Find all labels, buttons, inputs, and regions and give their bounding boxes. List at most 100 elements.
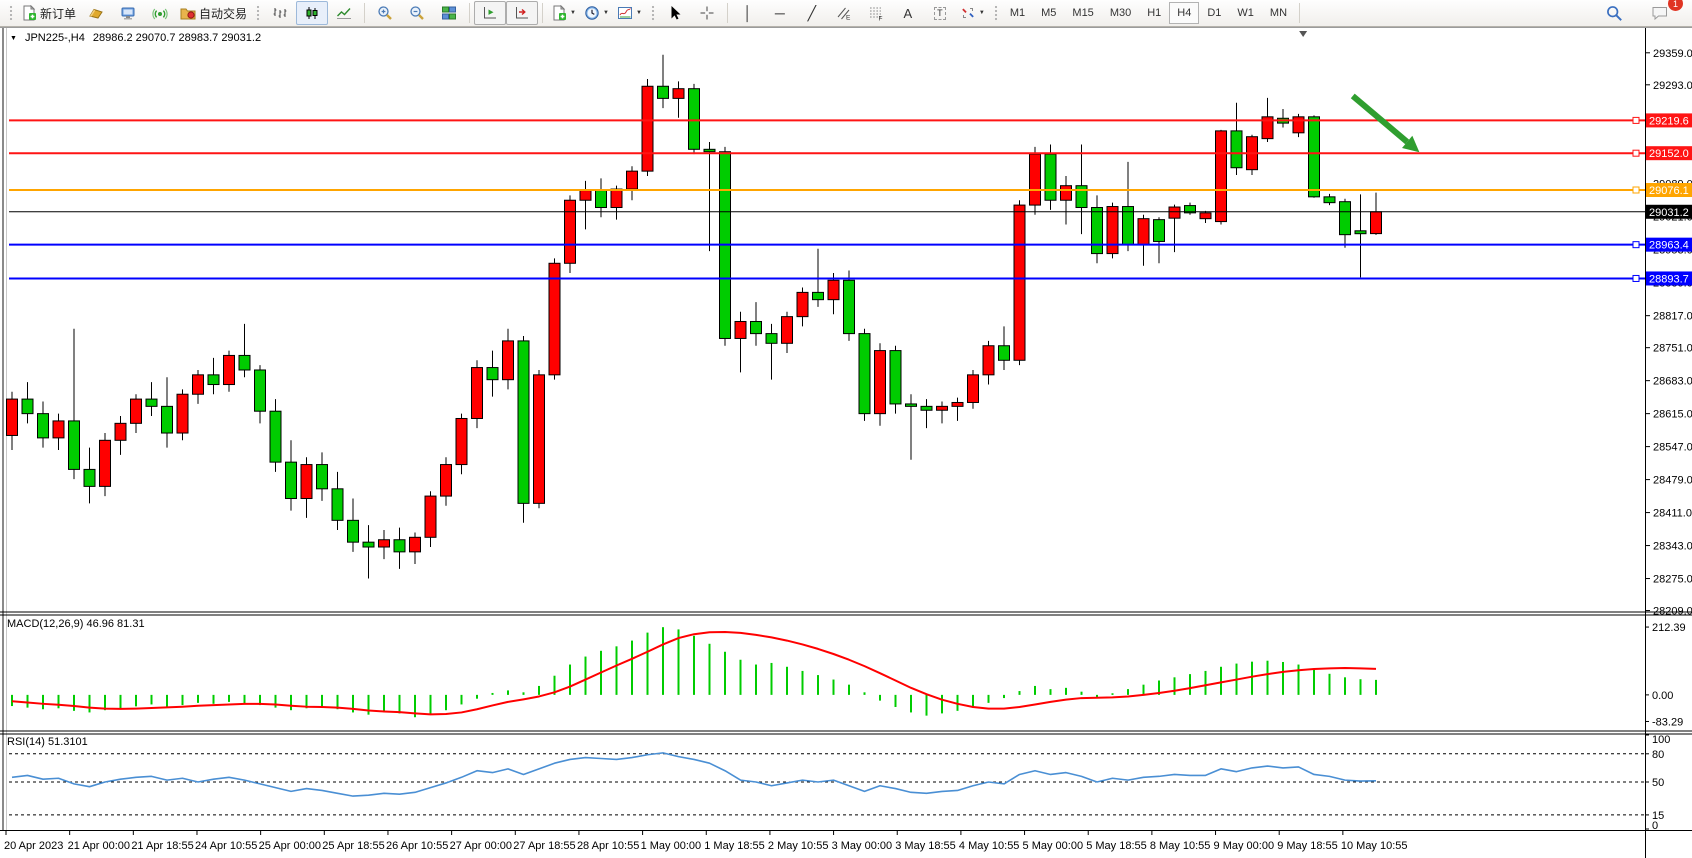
candle[interactable] (1261, 116, 1274, 140)
candle[interactable] (99, 439, 111, 487)
text-button[interactable]: A (892, 1, 924, 25)
candle[interactable] (114, 422, 127, 441)
candle[interactable] (37, 413, 49, 439)
timeframe-button-D1[interactable]: D1 (1207, 7, 1222, 19)
candle[interactable] (1199, 212, 1212, 220)
crosshair-button[interactable] (691, 1, 723, 25)
chart-menu-icon[interactable]: ▼ (10, 34, 17, 42)
candle[interactable] (1230, 130, 1243, 169)
candle[interactable] (21, 398, 34, 415)
candle[interactable] (1184, 205, 1196, 214)
candle[interactable] (982, 345, 995, 376)
hline-anchor[interactable] (1632, 274, 1640, 282)
toolbar-grip[interactable] (255, 4, 261, 22)
candle[interactable] (68, 420, 80, 470)
arrows-button[interactable]: ▼ (956, 1, 989, 25)
auto-scroll-button[interactable] (474, 1, 507, 25)
dropdown-caret-icon[interactable]: ▼ (602, 10, 609, 16)
candle[interactable] (145, 398, 158, 407)
candle[interactable] (1137, 218, 1150, 246)
terminal-button[interactable] (112, 1, 144, 25)
metaeditor-button[interactable] (80, 1, 112, 25)
candle[interactable] (781, 316, 793, 344)
candle[interactable] (827, 279, 840, 301)
candle[interactable] (641, 85, 654, 172)
candle[interactable] (1013, 204, 1026, 361)
time-axis[interactable] (0, 831, 1645, 858)
dropdown-caret-icon[interactable]: ▼ (570, 10, 576, 16)
candle[interactable] (83, 468, 96, 487)
candle[interactable] (610, 188, 623, 209)
candle[interactable] (52, 420, 65, 439)
candle[interactable] (486, 367, 499, 381)
candle[interactable] (564, 199, 576, 264)
bar-chart-button[interactable] (264, 1, 296, 25)
candle[interactable] (889, 350, 902, 405)
candle[interactable] (1106, 206, 1119, 255)
candle[interactable] (998, 345, 1010, 361)
new-order-button[interactable]: 新订单 (17, 1, 80, 25)
candle[interactable] (1060, 185, 1072, 201)
equidistant-channel-button[interactable]: E (828, 1, 860, 25)
timeframe-button-W1[interactable]: W1 (1237, 7, 1254, 19)
price-axis[interactable] (1645, 27, 1692, 858)
tile-windows-button[interactable] (433, 1, 465, 25)
candle[interactable] (1339, 201, 1351, 236)
candle[interactable] (1122, 206, 1134, 246)
candle[interactable] (455, 417, 468, 466)
candle[interactable] (595, 190, 607, 209)
candle[interactable] (1091, 207, 1103, 255)
candle[interactable] (1044, 153, 1057, 201)
candle[interactable] (1075, 185, 1088, 209)
trendline-button[interactable]: ╱ (796, 1, 828, 25)
candle[interactable] (378, 539, 390, 548)
toolbar-grip[interactable] (649, 4, 655, 22)
line-chart-button[interactable] (328, 1, 360, 25)
fibonacci-button[interactable]: F (860, 1, 892, 25)
zoom-in-button[interactable] (369, 1, 401, 25)
candle[interactable] (223, 354, 235, 386)
candle[interactable] (734, 320, 747, 339)
dropdown-caret-icon[interactable]: ▼ (978, 10, 985, 16)
candle[interactable] (207, 374, 220, 386)
hline-anchor[interactable] (1632, 241, 1640, 249)
candle[interactable] (951, 401, 964, 407)
candle[interactable] (750, 320, 762, 335)
notifications-button[interactable]: 1 (1644, 0, 1683, 25)
toolbar-grip[interactable] (8, 4, 13, 22)
text-label-button[interactable]: T (924, 1, 956, 25)
dropdown-caret-icon[interactable]: ▼ (635, 10, 642, 16)
toolbar-grip[interactable] (992, 4, 998, 22)
candle[interactable] (703, 148, 716, 153)
trend-arrow-annotation[interactable] (1350, 93, 1420, 153)
candle[interactable] (657, 85, 669, 99)
candle[interactable] (967, 374, 979, 403)
candle[interactable] (238, 354, 251, 371)
candle[interactable] (1308, 116, 1320, 198)
candle[interactable] (300, 464, 313, 500)
periods-button[interactable]: ▼ (580, 1, 613, 25)
candlestick-chart-button[interactable] (296, 1, 329, 25)
zoom-out-button[interactable] (401, 1, 433, 25)
candle[interactable] (331, 488, 344, 521)
candle[interactable] (440, 464, 452, 497)
hline-anchor[interactable] (1632, 186, 1640, 194)
candle[interactable] (1370, 211, 1382, 235)
candle[interactable] (269, 410, 282, 463)
candle[interactable] (502, 340, 514, 381)
candle[interactable] (1029, 153, 1041, 206)
candle[interactable] (1168, 206, 1181, 219)
candle[interactable] (765, 333, 778, 344)
timeframe-button-M5[interactable]: M5 (1041, 7, 1057, 19)
timeframe-button-H1[interactable]: H1 (1147, 7, 1162, 19)
candle[interactable] (688, 88, 700, 150)
cursor-button[interactable] (659, 1, 691, 25)
chart-canvas[interactable]: 29359.029293.029225.029157.029089.029021… (0, 27, 1692, 858)
candle[interactable] (1292, 116, 1305, 134)
candle[interactable] (285, 461, 297, 500)
indicators-button[interactable]: ▼ (547, 1, 580, 25)
search-button[interactable] (1598, 1, 1630, 25)
hline-anchor[interactable] (1632, 116, 1640, 124)
candle[interactable] (130, 398, 142, 424)
auto-trading-button[interactable]: 自动交易 (176, 1, 251, 25)
